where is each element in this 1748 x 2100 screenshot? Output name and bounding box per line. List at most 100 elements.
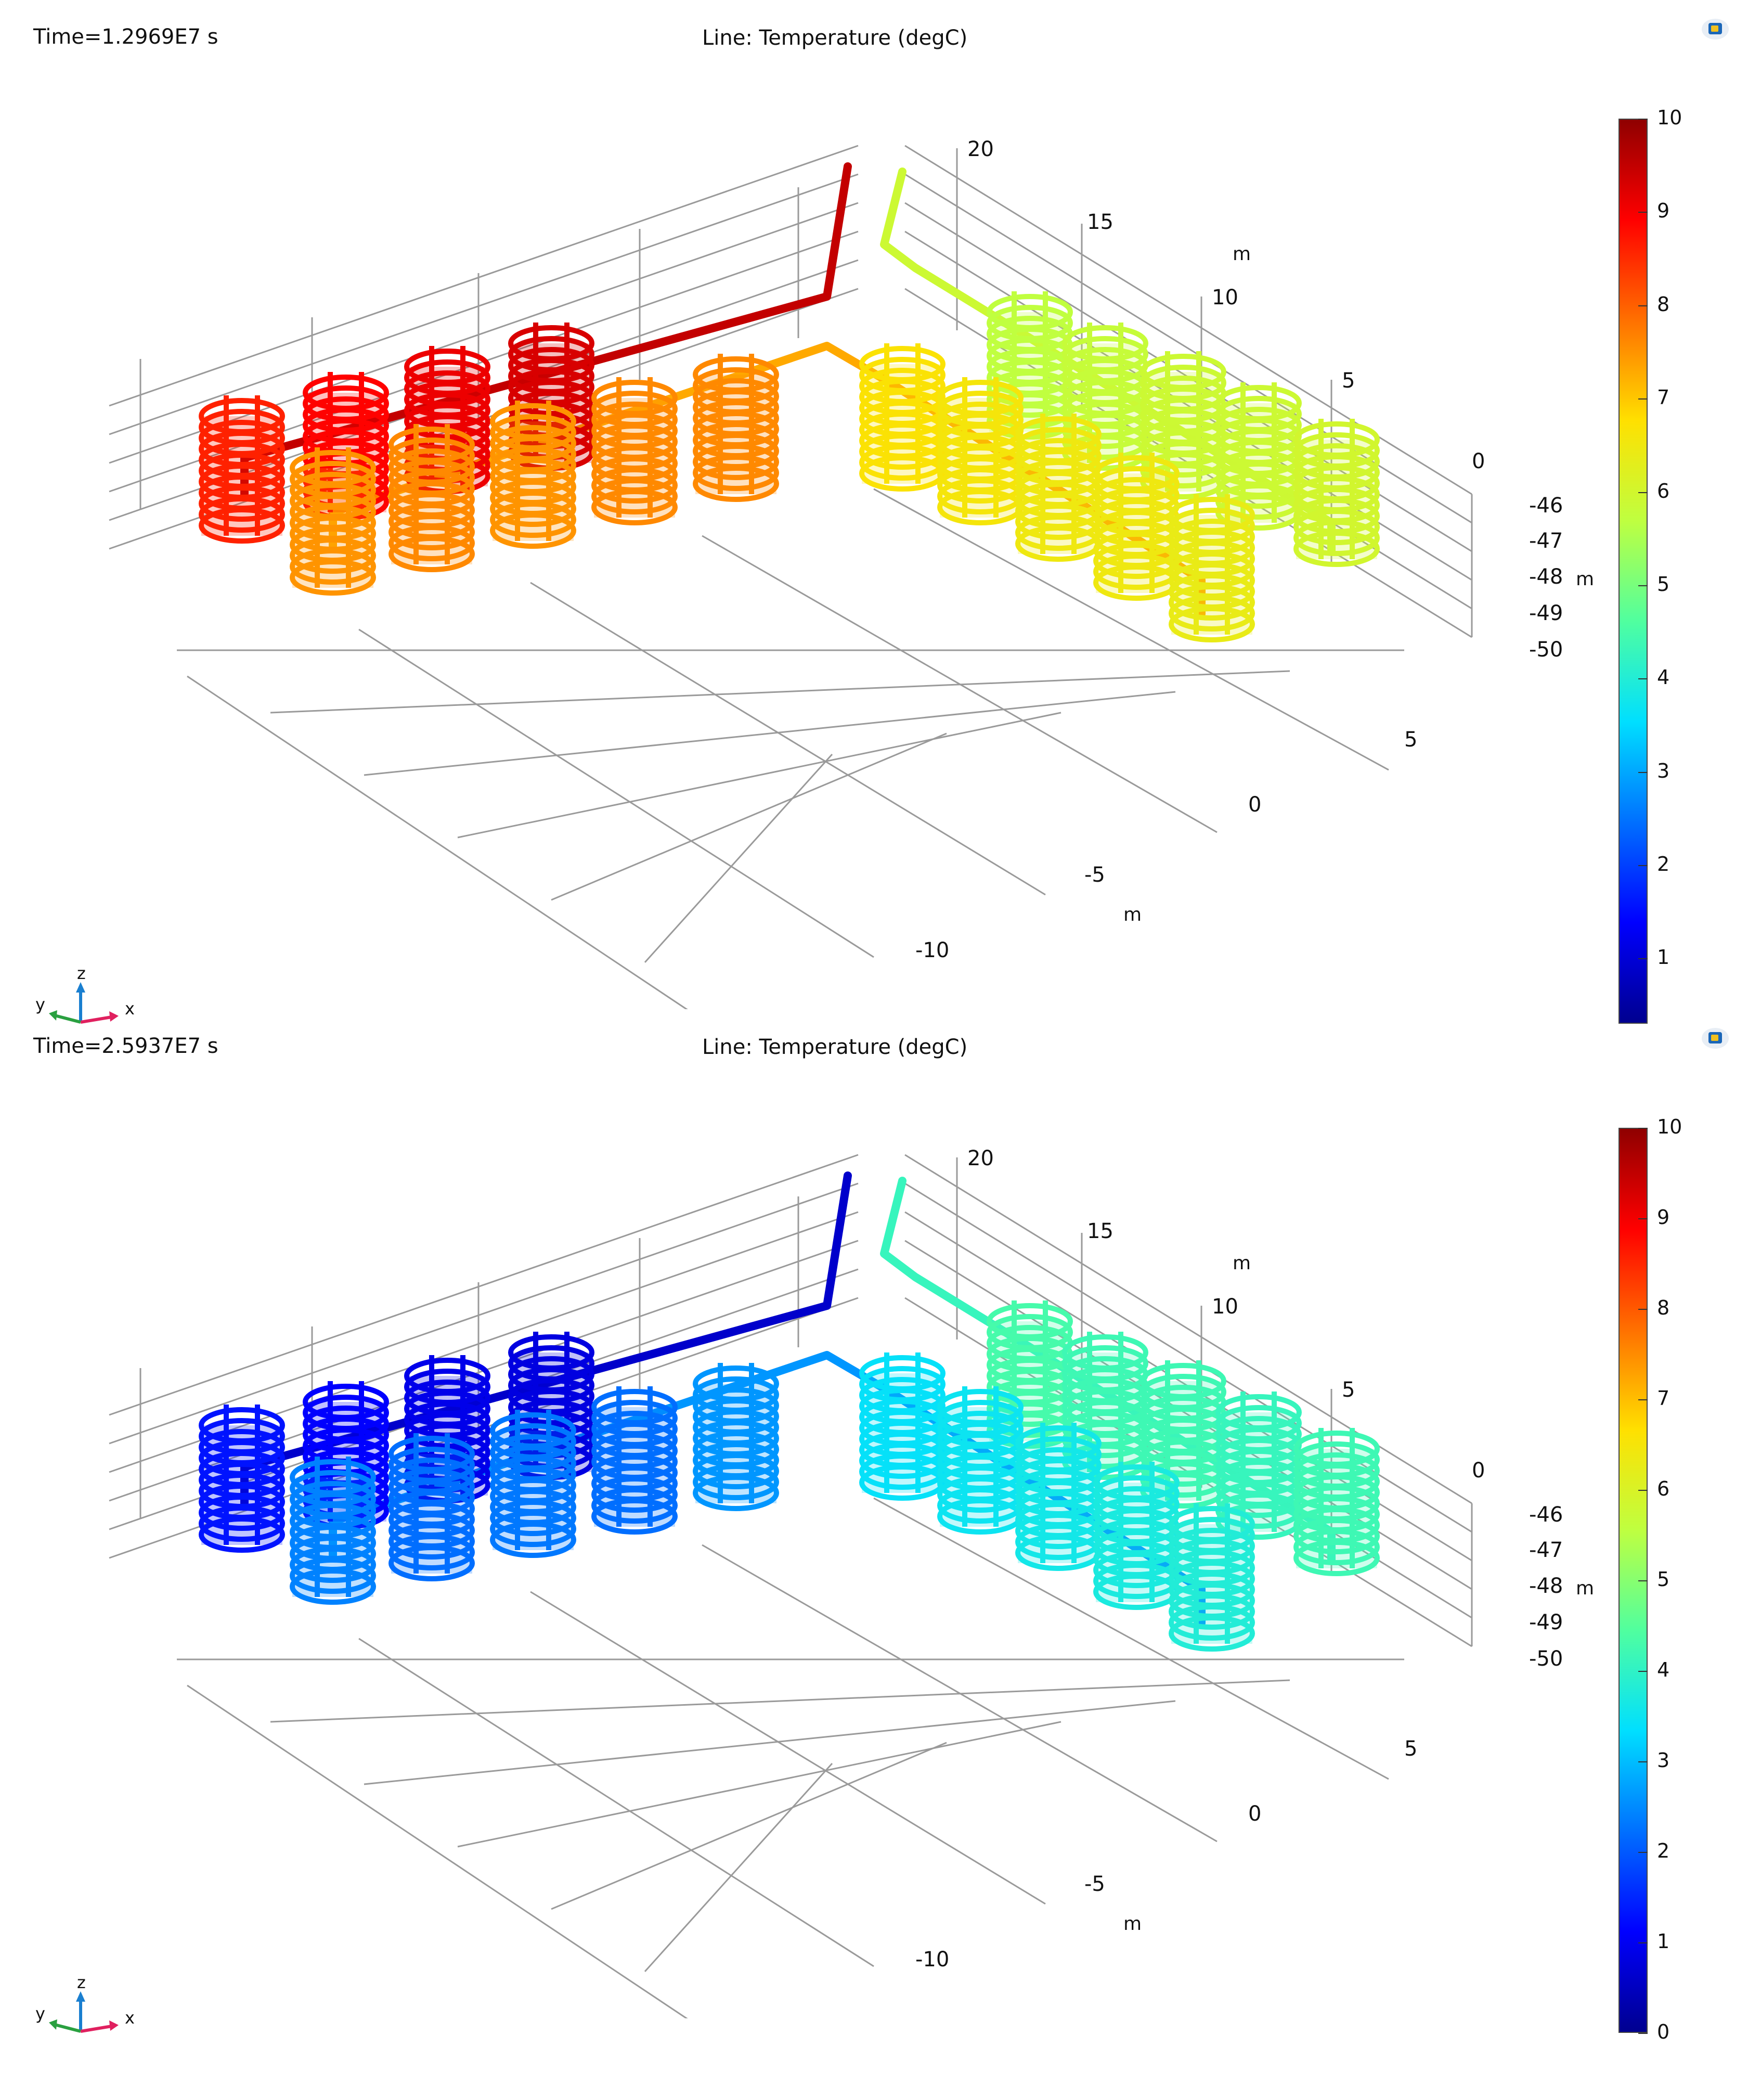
y-tick-label: 0 <box>1472 449 1485 473</box>
colorbar-tick-label: 3 <box>1657 759 1670 782</box>
z-tick-label: -47 <box>1529 529 1563 553</box>
plot-title: Line: Temperature (degC) <box>702 26 968 50</box>
colorbar-tick-mark <box>1638 958 1648 960</box>
colorbar-tick-label: 4 <box>1657 666 1670 689</box>
y-tick-label: 15 <box>1087 1219 1113 1243</box>
x-tick-label: 5 <box>1404 728 1417 752</box>
x-tick-label: -5 <box>1084 1872 1105 1896</box>
triad-y-label: y <box>35 2004 45 2024</box>
coil <box>199 1405 285 1553</box>
axis-triad-icon: z y x <box>35 968 135 1024</box>
coil <box>1015 414 1102 562</box>
colorbar-tick-mark <box>1638 119 1648 120</box>
x-tick-label: -5 <box>1084 863 1105 887</box>
z-tick-label: -48 <box>1529 1574 1563 1598</box>
coil <box>490 1410 576 1558</box>
colorbar-tick-mark <box>1638 1580 1648 1581</box>
coil <box>1169 494 1255 642</box>
coil <box>693 354 779 502</box>
triad-x-label: x <box>125 999 135 1019</box>
colorbar-tick-mark <box>1638 1128 1648 1129</box>
coil <box>490 401 576 549</box>
colorbar-tick-mark <box>1638 1852 1648 1853</box>
colorbar-tick-label: 8 <box>1657 292 1670 316</box>
y-axis-label: m <box>1233 243 1251 265</box>
colorbar-tick-label: 2 <box>1657 1839 1670 1862</box>
colorbar-tick-label: 5 <box>1657 1568 1670 1591</box>
colorbar-tick-label: 5 <box>1657 572 1670 596</box>
colorbar-tick-mark <box>1638 771 1648 773</box>
coil <box>937 377 1024 525</box>
colorbar-tick-label: 4 <box>1657 1658 1670 1681</box>
z-tick-label: -50 <box>1529 1647 1563 1671</box>
triad-z-label: z <box>77 968 86 983</box>
z-axis-label: m <box>1576 1578 1594 1599</box>
coil <box>1169 1503 1255 1652</box>
time-label: Time=1.2969E7 s <box>33 25 218 49</box>
coil <box>1093 453 1180 601</box>
colorbar-tick-mark <box>1638 865 1648 867</box>
coil <box>693 1363 779 1511</box>
coil <box>1093 1462 1180 1610</box>
colorbar-tick-mark <box>1638 212 1648 213</box>
colorbar-tick-mark <box>1638 492 1648 493</box>
colorbar-tick-label: 6 <box>1657 1477 1670 1500</box>
colorbar-tick-label: 10 <box>1657 106 1682 129</box>
colorbar-tick-mark <box>1638 678 1648 680</box>
y-axis-label: m <box>1233 1253 1251 1274</box>
coil <box>290 1457 376 1605</box>
coils <box>199 1300 1380 1652</box>
colorbar-tick-label: 1 <box>1657 1930 1670 1953</box>
colorbar-tick-label: 3 <box>1657 1749 1670 1772</box>
x-tick-label: 5 <box>1404 1737 1417 1761</box>
triad-x-label: x <box>125 2008 135 2028</box>
x-tick-label: 0 <box>1248 1802 1261 1826</box>
colorbar-tick-label: 2 <box>1657 853 1670 876</box>
triad-z-label: z <box>77 1977 86 1992</box>
colorbar-tick-label: 1 <box>1657 946 1670 969</box>
colorbar-tick-label: 7 <box>1657 1387 1670 1410</box>
comsol-logo-icon <box>1702 1028 1729 1049</box>
colorbar-tick-mark <box>1638 398 1648 400</box>
colorbar-tick-mark <box>1638 585 1648 586</box>
colorbar-tick-label: 7 <box>1657 386 1670 409</box>
y-tick-label: 20 <box>967 137 994 161</box>
coil <box>389 1433 475 1581</box>
x-axis-label: m <box>1123 904 1142 925</box>
coil <box>591 1386 678 1535</box>
x-tick-label: 0 <box>1248 793 1261 817</box>
coil <box>199 395 285 544</box>
y-tick-label: 10 <box>1212 286 1238 310</box>
y-tick-label: 5 <box>1342 1378 1355 1402</box>
colorbar-tick-mark <box>1638 2033 1648 2034</box>
time-label: Time=2.5937E7 s <box>33 1034 218 1058</box>
colorbar-tick-mark <box>1638 1671 1648 1672</box>
colorbar-tick-mark <box>1638 1309 1648 1310</box>
y-tick-label: 20 <box>967 1146 994 1170</box>
plot-panel-1: Time=1.2969E7 s Line: Temperature (degC)… <box>0 0 1748 1024</box>
coil <box>937 1386 1024 1535</box>
z-axis-label: m <box>1576 569 1594 590</box>
plot-panel-2: Time=2.5937E7 s Line: Temperature (degC)… <box>0 1009 1748 2043</box>
colorbar-tick-mark <box>1638 1490 1648 1491</box>
x-tick-label: -10 <box>915 938 949 962</box>
axis-triad-icon: z y x <box>35 1977 135 2033</box>
coil <box>591 377 678 525</box>
colorbar-tick-label: 9 <box>1657 1206 1670 1229</box>
z-tick-label: -49 <box>1529 601 1563 625</box>
coil <box>1015 1423 1102 1571</box>
z-tick-label: -48 <box>1529 565 1563 589</box>
z-tick-label: -49 <box>1529 1611 1563 1634</box>
colorbar-tick-label: 10 <box>1657 1115 1682 1138</box>
colorbar-tick-mark <box>1638 1399 1648 1400</box>
colorbar-tick-mark <box>1638 1761 1648 1762</box>
x-tick-label: -10 <box>915 1948 949 1972</box>
z-tick-label: -47 <box>1529 1538 1563 1562</box>
y-tick-label: 15 <box>1087 210 1113 234</box>
z-tick-label: -46 <box>1529 1503 1563 1527</box>
coil <box>1293 419 1380 567</box>
